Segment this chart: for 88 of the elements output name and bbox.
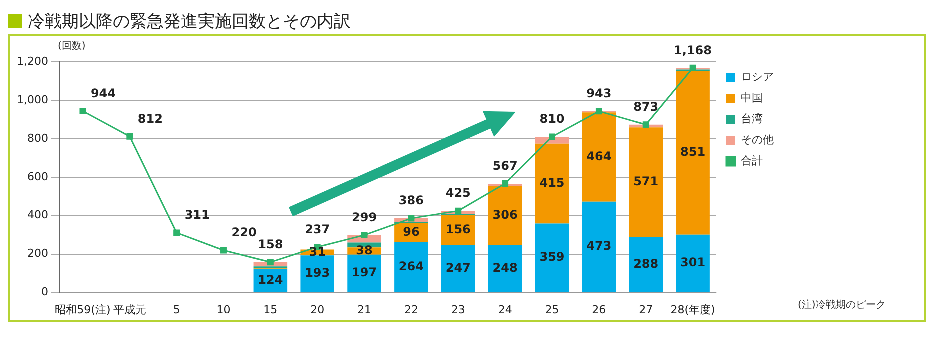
x-tick-label: 22 xyxy=(404,303,418,316)
bar xyxy=(488,245,522,292)
legend-label: 中国 xyxy=(741,91,763,104)
point xyxy=(455,208,462,214)
x-tick-label: 23 xyxy=(451,303,466,316)
bar xyxy=(629,128,663,238)
chart-title: 冷戦期以降の緊急発進実施回数とその内訳 xyxy=(28,10,351,32)
data-label: 38 xyxy=(356,243,373,258)
data-label: 264 xyxy=(398,259,424,274)
legend-label: 台湾 xyxy=(741,112,763,126)
point xyxy=(80,108,86,114)
bar xyxy=(348,254,382,292)
bar xyxy=(676,234,710,292)
data-label: 124 xyxy=(258,272,284,287)
y-tick-label: 1,000 xyxy=(16,93,48,106)
data-label: 473 xyxy=(586,239,612,254)
data-label: 567 xyxy=(492,158,518,173)
point xyxy=(549,134,556,140)
point xyxy=(690,64,696,72)
x-tick-label: 24 xyxy=(498,303,512,316)
data-label: 193 xyxy=(305,266,330,280)
bar xyxy=(676,71,710,235)
data-label: 96 xyxy=(403,224,420,239)
data-label: 464 xyxy=(586,149,612,164)
data-label: 301 xyxy=(680,256,706,270)
text: (注)冷戦期のピーク xyxy=(798,298,886,312)
point xyxy=(220,247,227,254)
y-tick-label: 200 xyxy=(27,247,48,260)
legend-label: その他 xyxy=(741,133,774,146)
bar xyxy=(394,242,428,292)
point xyxy=(596,108,602,115)
data-label: 197 xyxy=(352,266,378,280)
x-tick-label: 平成元 xyxy=(113,303,146,316)
data-label: 248 xyxy=(492,260,518,275)
data-label: 220 xyxy=(232,226,257,240)
point xyxy=(174,230,180,236)
bar xyxy=(629,237,663,292)
data-label: 247 xyxy=(446,260,471,275)
x-tick-label: 27 xyxy=(639,303,654,316)
bar xyxy=(535,224,570,292)
data-label: 810 xyxy=(540,112,565,126)
data-label: 812 xyxy=(138,112,163,126)
data-label: 156 xyxy=(446,222,471,236)
data-label: 311 xyxy=(184,208,210,222)
point xyxy=(502,180,509,187)
bar xyxy=(441,245,476,292)
data-label: 851 xyxy=(680,145,706,160)
bar xyxy=(535,144,570,224)
data-label: 944 xyxy=(90,86,116,100)
data-label: 158 xyxy=(258,238,284,252)
data-label: 415 xyxy=(540,176,565,190)
x-tick-label: 26 xyxy=(592,303,606,316)
y-tick-label: 1,200 xyxy=(16,54,48,68)
x-tick-label: 28(年度) xyxy=(670,303,716,316)
data-label: 288 xyxy=(634,256,659,271)
x-tick-label: 10 xyxy=(216,303,231,316)
y-axis-title: (回数) xyxy=(58,40,86,53)
point xyxy=(361,232,368,239)
data-label: 306 xyxy=(492,208,518,222)
y-tick-label: 400 xyxy=(27,208,48,222)
y-tick-label: 600 xyxy=(27,170,48,184)
point xyxy=(408,215,415,222)
bar xyxy=(582,202,616,292)
bar xyxy=(488,186,522,246)
data-label: 299 xyxy=(352,210,378,224)
data-label: 571 xyxy=(634,174,659,189)
data-label: 237 xyxy=(305,222,330,236)
point xyxy=(267,259,274,266)
x-tick-label: 15 xyxy=(264,303,278,316)
x-tick-label: 5 xyxy=(173,303,180,316)
y-tick-label: 800 xyxy=(27,132,48,145)
x-tick-label: 21 xyxy=(358,303,372,316)
data-label: 359 xyxy=(540,250,565,264)
legend-label: ロシア xyxy=(741,70,774,84)
legend-label: 合計 xyxy=(741,154,763,168)
data-label: 386 xyxy=(398,194,424,208)
point xyxy=(642,122,650,128)
data-label: 1,168 xyxy=(674,43,712,58)
x-tick-label: 昭和59(注) xyxy=(55,303,111,316)
data-label: 943 xyxy=(586,86,612,101)
bar xyxy=(300,256,334,292)
y-tick-label: 0 xyxy=(41,286,48,299)
x-tick-label: 25 xyxy=(545,303,560,316)
data-label: 425 xyxy=(446,186,471,200)
data-label: 873 xyxy=(634,100,659,114)
x-tick-label: 20 xyxy=(310,303,325,316)
bar xyxy=(582,112,616,202)
point xyxy=(126,133,134,140)
